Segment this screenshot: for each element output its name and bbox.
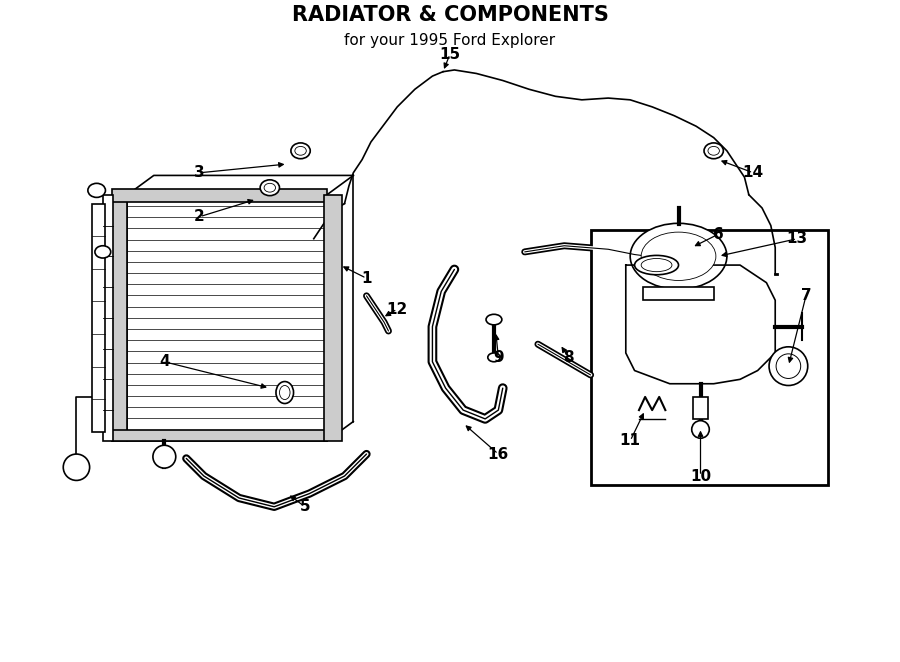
Ellipse shape bbox=[708, 146, 719, 155]
Polygon shape bbox=[626, 265, 775, 384]
Ellipse shape bbox=[641, 258, 672, 271]
Text: 1: 1 bbox=[361, 271, 372, 286]
Ellipse shape bbox=[276, 381, 293, 404]
Ellipse shape bbox=[291, 143, 310, 159]
Bar bbox=[93, 203, 104, 432]
Ellipse shape bbox=[260, 180, 280, 196]
Text: 2: 2 bbox=[194, 209, 205, 224]
Bar bbox=[128, 195, 327, 441]
Ellipse shape bbox=[641, 232, 716, 281]
Text: 5: 5 bbox=[300, 499, 310, 514]
Ellipse shape bbox=[704, 143, 724, 159]
Bar bbox=[112, 195, 128, 441]
Circle shape bbox=[692, 420, 709, 438]
Bar bbox=[112, 189, 327, 202]
Bar bbox=[644, 287, 714, 301]
Text: 4: 4 bbox=[159, 354, 169, 369]
Ellipse shape bbox=[264, 183, 275, 192]
Text: 12: 12 bbox=[387, 301, 408, 316]
Circle shape bbox=[63, 454, 90, 481]
Ellipse shape bbox=[488, 353, 500, 361]
Text: 13: 13 bbox=[787, 231, 808, 246]
Ellipse shape bbox=[634, 256, 679, 275]
Text: 10: 10 bbox=[690, 469, 711, 483]
Ellipse shape bbox=[630, 223, 727, 289]
Bar bbox=[694, 397, 707, 419]
Circle shape bbox=[770, 347, 807, 385]
Text: 16: 16 bbox=[488, 447, 509, 461]
Bar bbox=[112, 430, 327, 441]
Ellipse shape bbox=[295, 146, 306, 155]
Bar bbox=[590, 230, 828, 485]
Ellipse shape bbox=[280, 385, 290, 400]
Bar bbox=[103, 195, 113, 441]
Text: 3: 3 bbox=[194, 166, 205, 180]
Bar bbox=[324, 195, 342, 441]
Text: 14: 14 bbox=[742, 166, 764, 180]
Text: 8: 8 bbox=[563, 350, 574, 365]
Ellipse shape bbox=[94, 246, 111, 258]
Circle shape bbox=[776, 354, 801, 379]
Text: 7: 7 bbox=[801, 289, 811, 303]
Text: 11: 11 bbox=[620, 434, 641, 448]
Text: for your 1995 Ford Explorer: for your 1995 Ford Explorer bbox=[345, 34, 555, 48]
Text: 15: 15 bbox=[439, 46, 461, 62]
Ellipse shape bbox=[88, 183, 105, 197]
Text: RADIATOR & COMPONENTS: RADIATOR & COMPONENTS bbox=[292, 5, 608, 24]
Text: 9: 9 bbox=[493, 350, 504, 365]
Ellipse shape bbox=[486, 314, 502, 325]
Text: 6: 6 bbox=[713, 227, 724, 242]
Circle shape bbox=[153, 446, 176, 468]
